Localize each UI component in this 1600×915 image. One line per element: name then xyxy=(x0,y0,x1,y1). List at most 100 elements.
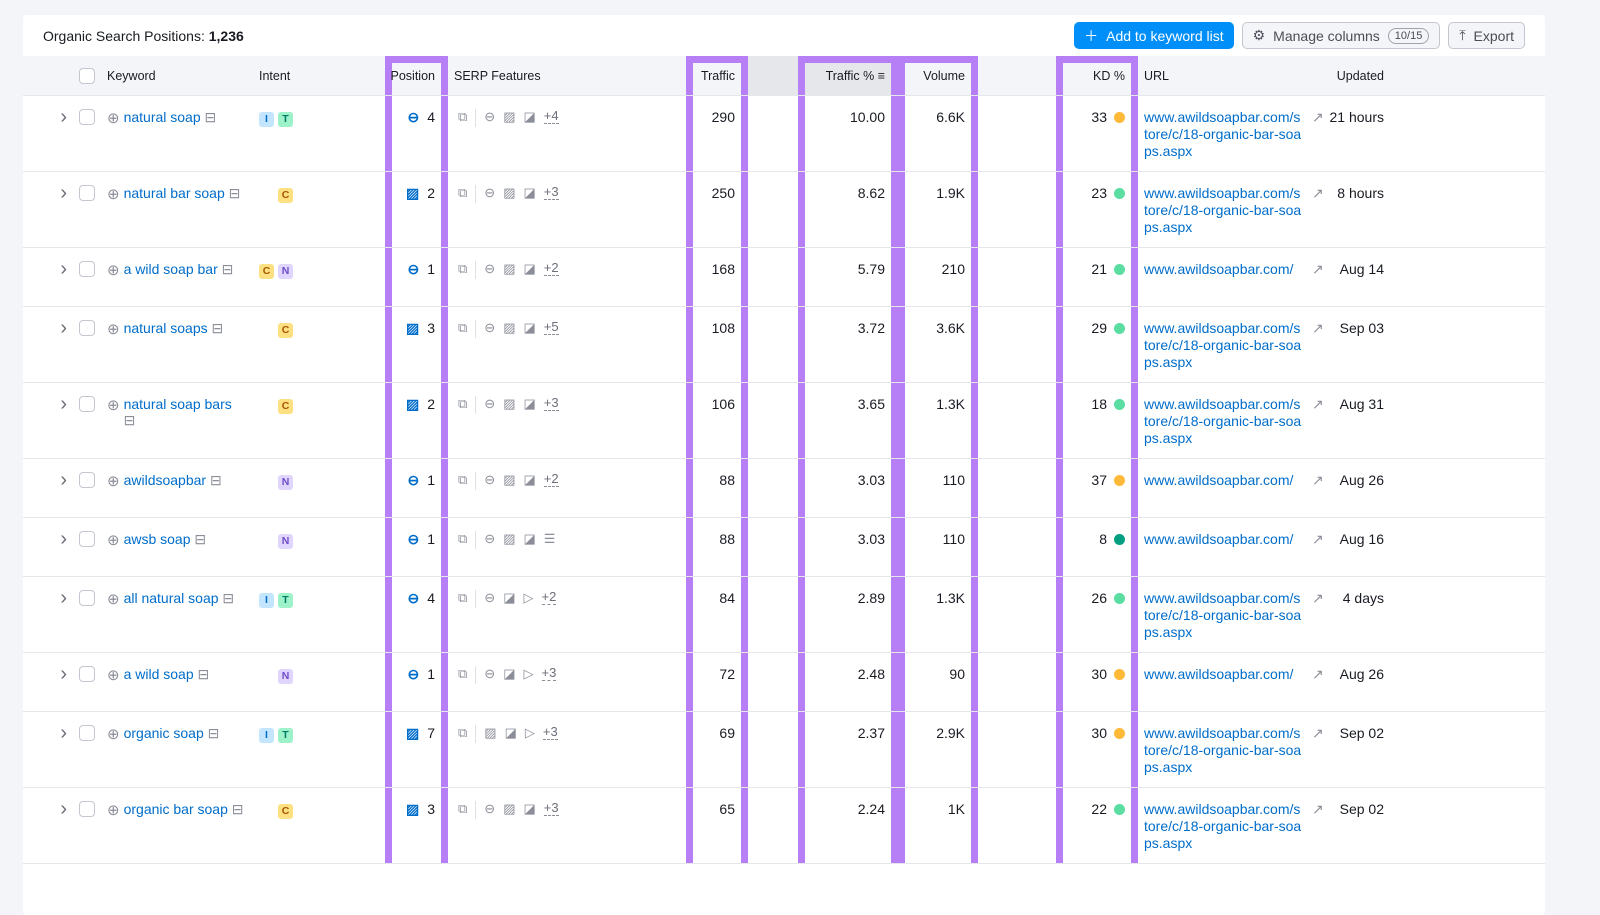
add-keyword-icon[interactable]: ⊕ xyxy=(107,110,120,127)
url-link[interactable]: www.awildsoapbar.com/store/c/18-organic-… xyxy=(1144,185,1302,235)
add-keyword-icon[interactable]: ⊕ xyxy=(107,186,120,203)
keyword-link[interactable]: all natural soap xyxy=(123,590,219,606)
url-link[interactable]: www.awildsoapbar.com/ xyxy=(1144,531,1294,547)
serp-snapshot-icon[interactable]: ⊟ xyxy=(206,472,222,488)
col-position[interactable]: Position xyxy=(385,56,448,95)
url-link[interactable]: www.awildsoapbar.com/ xyxy=(1144,261,1294,277)
expand-chevron-icon[interactable]: › xyxy=(60,258,67,280)
export-button[interactable]: ⤒ Export xyxy=(1448,22,1525,49)
col-traffic[interactable]: Traffic xyxy=(686,56,748,95)
serp-snapshot-icon[interactable]: ⊟ xyxy=(203,725,220,741)
keyword-link[interactable]: natural soap bars xyxy=(123,396,232,412)
external-link-icon[interactable]: ↗ xyxy=(1312,590,1324,606)
manage-columns-button[interactable]: ⚙ Manage columns 10/15 xyxy=(1241,22,1441,49)
url-link[interactable]: www.awildsoapbar.com/store/c/18-organic-… xyxy=(1144,396,1302,446)
expand-chevron-icon[interactable]: › xyxy=(60,663,67,685)
row-checkbox[interactable] xyxy=(79,396,95,412)
add-keyword-icon[interactable]: ⊕ xyxy=(107,726,120,743)
keyword-link[interactable]: natural soaps xyxy=(123,320,208,336)
more-features-link[interactable]: +3 xyxy=(543,395,559,411)
row-checkbox[interactable] xyxy=(79,801,95,817)
serp-snapshot-icon[interactable]: ⊟ xyxy=(227,801,244,817)
expand-chevron-icon[interactable]: › xyxy=(60,317,67,339)
serp-snapshot-icon[interactable]: ⊟ xyxy=(200,109,217,125)
row-checkbox[interactable] xyxy=(79,261,95,277)
add-keyword-icon[interactable]: ⊕ xyxy=(107,667,120,684)
keyword-link[interactable]: a wild soap xyxy=(123,666,194,682)
url-link[interactable]: www.awildsoapbar.com/store/c/18-organic-… xyxy=(1144,725,1302,775)
add-keyword-icon[interactable]: ⊕ xyxy=(107,397,120,414)
more-features-link[interactable]: +3 xyxy=(542,724,558,740)
col-keyword[interactable]: Keyword xyxy=(107,68,156,83)
expand-chevron-icon[interactable]: › xyxy=(60,528,67,550)
url-link[interactable]: www.awildsoapbar.com/store/c/18-organic-… xyxy=(1144,801,1302,851)
add-keyword-icon[interactable]: ⊕ xyxy=(107,802,120,819)
external-link-icon[interactable]: ↗ xyxy=(1312,801,1324,817)
expand-chevron-icon[interactable]: › xyxy=(60,106,67,128)
external-link-icon[interactable]: ↗ xyxy=(1312,320,1324,336)
external-link-icon[interactable]: ↗ xyxy=(1312,472,1324,488)
external-link-icon[interactable]: ↗ xyxy=(1312,396,1324,412)
url-link[interactable]: www.awildsoapbar.com/ xyxy=(1144,666,1294,682)
more-features-link[interactable]: +3 xyxy=(543,184,559,200)
external-link-icon[interactable]: ↗ xyxy=(1312,666,1324,682)
expand-chevron-icon[interactable]: › xyxy=(60,393,67,415)
row-checkbox[interactable] xyxy=(79,590,95,606)
expand-chevron-icon[interactable]: › xyxy=(60,182,67,204)
col-volume[interactable]: Volume xyxy=(898,56,978,95)
keyword-link[interactable]: natural bar soap xyxy=(123,185,225,201)
more-features-link[interactable]: +2 xyxy=(543,260,559,276)
col-kd[interactable]: KD % xyxy=(1056,56,1138,95)
keyword-link[interactable]: organic soap xyxy=(123,725,204,741)
external-link-icon[interactable]: ↗ xyxy=(1312,185,1324,201)
keyword-link[interactable]: awsb soap xyxy=(123,531,191,547)
more-features-link[interactable]: +3 xyxy=(541,665,557,681)
row-checkbox[interactable] xyxy=(79,472,95,488)
add-keyword-icon[interactable]: ⊕ xyxy=(107,262,120,279)
row-checkbox[interactable] xyxy=(79,109,95,125)
col-url[interactable]: URL xyxy=(1144,68,1170,83)
keyword-link[interactable]: a wild soap bar xyxy=(123,261,218,277)
col-serp-features[interactable]: SERP Features xyxy=(454,68,541,83)
expand-chevron-icon[interactable]: › xyxy=(60,469,67,491)
more-features-link[interactable]: +3 xyxy=(543,800,559,816)
col-intent[interactable]: Intent xyxy=(259,68,291,83)
external-link-icon[interactable]: ↗ xyxy=(1312,109,1324,125)
row-checkbox[interactable] xyxy=(79,531,95,547)
external-link-icon[interactable]: ↗ xyxy=(1312,725,1324,741)
url-link[interactable]: www.awildsoapbar.com/store/c/18-organic-… xyxy=(1144,590,1302,640)
col-traffic-pct[interactable]: Traffic % ≡ xyxy=(798,56,898,95)
add-keyword-icon[interactable]: ⊕ xyxy=(107,532,120,549)
more-features-link[interactable]: +5 xyxy=(543,319,559,335)
external-link-icon[interactable]: ↗ xyxy=(1312,531,1324,547)
row-checkbox[interactable] xyxy=(79,666,95,682)
add-keyword-icon[interactable]: ⊕ xyxy=(107,591,120,608)
serp-snapshot-icon[interactable]: ⊟ xyxy=(217,261,234,277)
more-features-link[interactable]: +2 xyxy=(543,471,559,487)
row-checkbox[interactable] xyxy=(79,320,95,336)
more-features-link[interactable]: +2 xyxy=(541,589,557,605)
add-keyword-icon[interactable]: ⊕ xyxy=(107,321,120,338)
row-checkbox[interactable] xyxy=(79,185,95,201)
url-link[interactable]: www.awildsoapbar.com/store/c/18-organic-… xyxy=(1144,320,1302,370)
serp-snapshot-icon[interactable]: ⊟ xyxy=(207,320,224,336)
serp-snapshot-icon[interactable]: ⊟ xyxy=(190,531,207,547)
more-features-link[interactable]: +4 xyxy=(543,108,559,124)
row-checkbox[interactable] xyxy=(79,725,95,741)
expand-chevron-icon[interactable]: › xyxy=(60,722,67,744)
url-link[interactable]: www.awildsoapbar.com/ xyxy=(1144,472,1294,488)
sort-icon[interactable]: ≡ xyxy=(877,68,885,83)
keyword-link[interactable]: natural soap xyxy=(123,109,201,125)
url-link[interactable]: www.awildsoapbar.com/store/c/18-organic-… xyxy=(1144,109,1302,159)
serp-snapshot-icon[interactable]: ⊟ xyxy=(218,590,235,606)
keyword-link[interactable]: organic bar soap xyxy=(123,801,228,817)
expand-chevron-icon[interactable]: › xyxy=(60,587,67,609)
add-to-keyword-list-button[interactable]: ＋ Add to keyword list xyxy=(1074,22,1234,49)
expand-chevron-icon[interactable]: › xyxy=(60,798,67,820)
external-link-icon[interactable]: ↗ xyxy=(1312,261,1324,277)
serp-snapshot-icon[interactable]: ⊟ xyxy=(224,185,241,201)
add-keyword-icon[interactable]: ⊕ xyxy=(107,473,120,490)
serp-snapshot-icon[interactable]: ⊟ xyxy=(193,666,210,682)
col-updated[interactable]: Updated xyxy=(1336,68,1384,83)
keyword-link[interactable]: awildsoapbar xyxy=(123,472,207,488)
